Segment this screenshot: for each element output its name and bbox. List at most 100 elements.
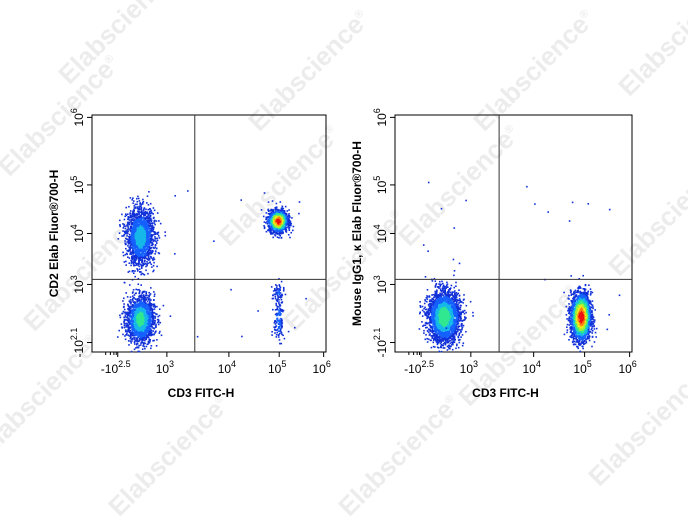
event-dot xyxy=(289,237,291,239)
event-dot xyxy=(119,220,121,222)
event-dot xyxy=(149,208,151,210)
event-dot xyxy=(274,211,276,213)
event-dot xyxy=(127,245,129,247)
event-dot xyxy=(141,212,143,214)
event-dot xyxy=(131,351,133,353)
event-dot xyxy=(124,324,126,326)
event-dot xyxy=(125,329,127,331)
event-dot xyxy=(125,314,127,316)
event-dot xyxy=(130,247,132,249)
event-dot xyxy=(130,230,132,232)
event-dot xyxy=(143,344,145,346)
event-dot xyxy=(132,232,134,234)
event-dot xyxy=(147,321,149,323)
event-dot xyxy=(140,259,142,261)
event-dot xyxy=(125,230,127,232)
event-dot xyxy=(291,217,293,219)
event-dot xyxy=(146,291,148,293)
event-dot xyxy=(118,330,120,332)
event-dot xyxy=(268,209,270,211)
event-dot xyxy=(153,262,155,264)
event-dot xyxy=(130,334,132,336)
event-dot xyxy=(275,223,277,225)
event-dot xyxy=(123,321,125,323)
event-dot xyxy=(153,305,155,307)
event-dot xyxy=(134,294,136,296)
event-dot xyxy=(133,289,135,291)
event-dot xyxy=(141,249,143,251)
event-dot xyxy=(150,248,152,250)
event-dot xyxy=(271,226,273,228)
event-dot xyxy=(136,299,138,301)
event-dot xyxy=(282,214,284,216)
event-dot xyxy=(152,234,154,236)
event-dot xyxy=(158,324,160,326)
event-dot xyxy=(153,291,155,293)
event-dot xyxy=(132,320,134,322)
event-dot xyxy=(152,340,154,342)
event-dot xyxy=(136,257,138,259)
event-dot xyxy=(132,339,134,341)
event-dot xyxy=(148,204,150,206)
event-dot xyxy=(261,209,263,211)
event-dot xyxy=(268,210,270,212)
event-dot xyxy=(141,266,143,268)
event-dot xyxy=(279,232,281,234)
event-dot xyxy=(129,300,131,302)
event-dot xyxy=(164,231,166,233)
event-dot xyxy=(134,219,136,221)
event-dot xyxy=(268,201,270,203)
event-dot xyxy=(141,293,143,295)
event-dot xyxy=(285,220,287,222)
event-dot xyxy=(129,308,131,310)
event-dot xyxy=(126,334,128,336)
event-dot xyxy=(129,306,131,308)
event-dot xyxy=(119,224,121,226)
event-dot xyxy=(145,314,147,316)
event-dot xyxy=(146,346,148,348)
event-dot xyxy=(132,292,134,294)
event-dot xyxy=(137,235,139,237)
event-dot xyxy=(135,293,137,295)
event-dot xyxy=(128,312,130,314)
event-dot xyxy=(134,307,136,309)
event-dot xyxy=(148,315,150,317)
event-dot xyxy=(149,219,151,221)
event-dot xyxy=(159,332,161,334)
event-dot xyxy=(124,309,126,311)
event-dot xyxy=(145,209,147,211)
event-dot xyxy=(123,317,125,319)
event-dot xyxy=(132,246,134,248)
event-dot xyxy=(144,340,146,342)
event-dot xyxy=(142,342,144,344)
event-dot xyxy=(151,230,153,232)
event-dot xyxy=(129,262,131,264)
event-dot xyxy=(142,320,144,322)
event-dot xyxy=(128,308,130,310)
event-dot xyxy=(144,343,146,345)
event-dot xyxy=(137,340,139,342)
event-dot xyxy=(130,296,132,298)
event-dot xyxy=(288,218,290,220)
event-dot xyxy=(142,325,144,327)
event-dot xyxy=(137,332,139,334)
event-dot xyxy=(288,209,290,211)
event-dot xyxy=(150,228,152,230)
event-dot xyxy=(270,216,272,218)
event-dot xyxy=(125,292,127,294)
event-dot xyxy=(293,226,295,228)
event-dot xyxy=(136,325,138,327)
event-dot xyxy=(135,236,137,238)
event-dot xyxy=(126,313,128,315)
event-dot xyxy=(145,266,147,268)
event-dot xyxy=(155,331,157,333)
event-dot xyxy=(141,238,143,240)
event-dot xyxy=(144,337,146,339)
event-dot xyxy=(129,322,131,324)
event-dot xyxy=(144,263,146,265)
event-dot xyxy=(143,330,145,332)
event-dot xyxy=(278,237,280,239)
event-dot xyxy=(136,320,138,322)
event-dot xyxy=(132,295,134,297)
